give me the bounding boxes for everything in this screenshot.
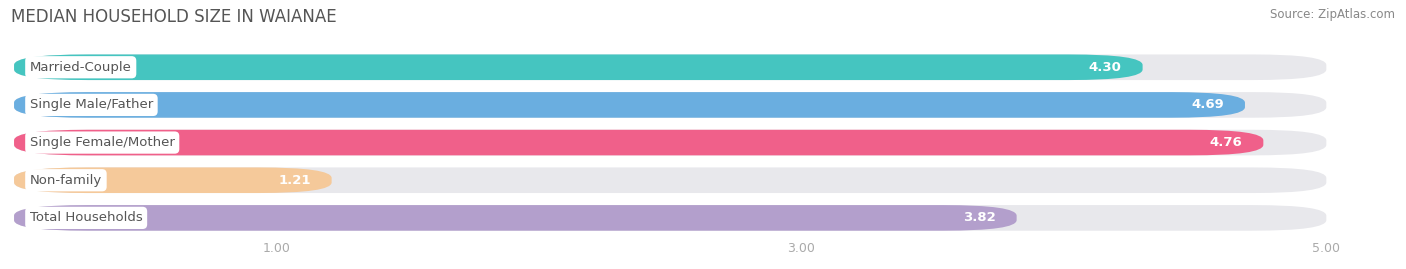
Text: MEDIAN HOUSEHOLD SIZE IN WAIANAE: MEDIAN HOUSEHOLD SIZE IN WAIANAE bbox=[11, 8, 337, 26]
Text: Non-family: Non-family bbox=[30, 174, 103, 187]
Text: Single Female/Mother: Single Female/Mother bbox=[30, 136, 174, 149]
Text: Total Households: Total Households bbox=[30, 211, 142, 224]
Text: 3.82: 3.82 bbox=[963, 211, 995, 224]
FancyBboxPatch shape bbox=[14, 92, 1244, 118]
Text: 4.30: 4.30 bbox=[1088, 61, 1122, 74]
Text: Married-Couple: Married-Couple bbox=[30, 61, 132, 74]
Text: Source: ZipAtlas.com: Source: ZipAtlas.com bbox=[1270, 8, 1395, 21]
FancyBboxPatch shape bbox=[14, 92, 1326, 118]
FancyBboxPatch shape bbox=[14, 167, 1326, 193]
FancyBboxPatch shape bbox=[14, 54, 1326, 80]
FancyBboxPatch shape bbox=[14, 130, 1326, 155]
FancyBboxPatch shape bbox=[14, 54, 1143, 80]
FancyBboxPatch shape bbox=[14, 167, 332, 193]
Text: Single Male/Father: Single Male/Father bbox=[30, 98, 153, 111]
Text: 1.21: 1.21 bbox=[278, 174, 311, 187]
FancyBboxPatch shape bbox=[14, 205, 1017, 231]
FancyBboxPatch shape bbox=[14, 130, 1264, 155]
Text: 4.69: 4.69 bbox=[1191, 98, 1225, 111]
FancyBboxPatch shape bbox=[14, 205, 1326, 231]
Text: 4.76: 4.76 bbox=[1209, 136, 1243, 149]
